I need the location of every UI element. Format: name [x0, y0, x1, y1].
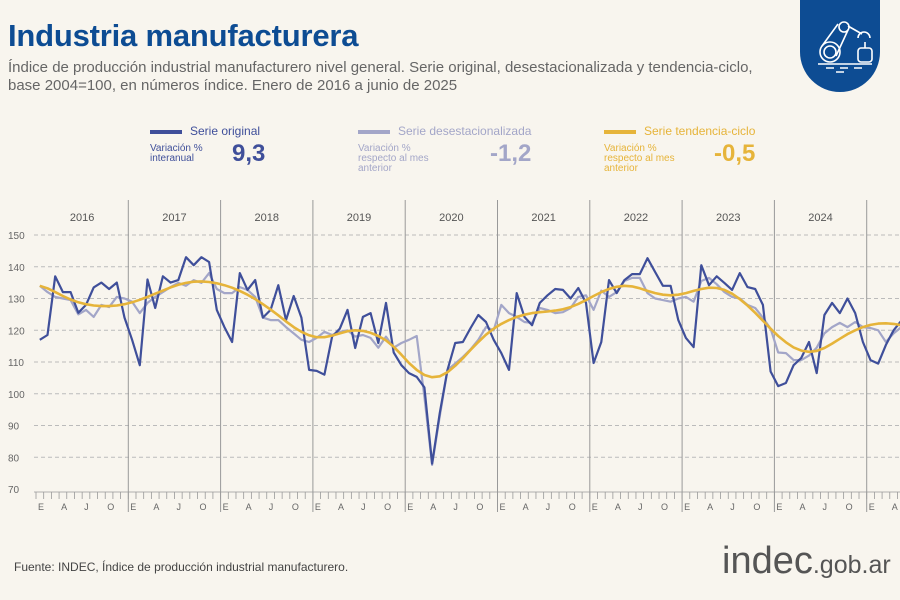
legend-swatch — [358, 129, 390, 134]
y-tick-label: 120 — [8, 326, 25, 337]
year-label: 2023 — [716, 212, 740, 224]
month-label: J — [546, 502, 551, 512]
series-line-original — [39, 256, 900, 465]
month-label: J — [84, 502, 89, 512]
month-label: J — [453, 502, 458, 512]
month-label: J — [176, 502, 181, 512]
month-label: A — [338, 502, 344, 512]
month-label: A — [153, 502, 159, 512]
y-tick-label: 110 — [8, 358, 24, 369]
y-tick-label: 150 — [8, 231, 25, 242]
legend-desc: Variación % interanual — [150, 143, 203, 164]
legend-label: Serie desestacionalizada — [398, 124, 532, 138]
year-label: 2020 — [439, 212, 463, 224]
year-label: 2019 — [347, 212, 371, 224]
logo-main: indec — [722, 540, 813, 582]
month-label: A — [892, 502, 898, 512]
month-label: O — [846, 502, 853, 512]
y-tick-label: 90 — [8, 422, 20, 433]
legend-item: Serie desestacionalizada Variación % res… — [358, 124, 532, 174]
year-label: 2021 — [531, 212, 555, 224]
y-tick-label: 100 — [8, 390, 25, 401]
page-subtitle: Índice de producción industrial manufact… — [8, 59, 753, 94]
legend-value: -0,5 — [714, 140, 756, 167]
month-label: A — [430, 502, 436, 512]
month-label: A — [615, 502, 621, 512]
y-tick-label: 80 — [8, 453, 20, 464]
month-label: A — [61, 502, 67, 512]
legend-desc: Variación % respecto al mes anterior — [604, 143, 675, 174]
line-chart: 70 80 90 100 110 120 130 140 150 2016 E A J O 2017 E A J O… — [8, 200, 900, 512]
month-label: J — [730, 502, 735, 512]
month-label: O — [569, 502, 576, 512]
legend-swatch — [604, 129, 636, 134]
year-label: 2022 — [624, 212, 648, 224]
page-title: Industria manufacturera — [8, 18, 359, 53]
year-label: 2024 — [808, 212, 832, 224]
month-label: E — [315, 502, 321, 512]
year-label: 2018 — [255, 212, 279, 224]
month-label: O — [753, 502, 760, 512]
month-label: E — [130, 502, 136, 512]
month-label: E — [38, 502, 44, 512]
month-label: E — [223, 502, 229, 512]
month-label: J — [269, 502, 274, 512]
y-tick-label: 130 — [8, 295, 25, 306]
month-label: E — [500, 502, 506, 512]
month-label: J — [638, 502, 643, 512]
legend-item: Serie original Variación % interanual 9,… — [150, 124, 265, 167]
month-label: O — [292, 502, 299, 512]
year-label: 2016 — [70, 212, 94, 224]
series-line-tendencia-ciclo — [39, 280, 900, 379]
y-tick-label: 70 — [8, 485, 20, 496]
source-note: Fuente: INDEC, Índice de producción indu… — [14, 560, 349, 574]
month-label: O — [200, 502, 207, 512]
month-label: A — [707, 502, 713, 512]
y-tick-label: 140 — [8, 263, 25, 274]
month-label: E — [869, 502, 875, 512]
legend-value: -1,2 — [490, 140, 532, 167]
month-label: O — [476, 502, 483, 512]
month-label: J — [823, 502, 828, 512]
indec-logo: indec.gob.ar — [722, 540, 891, 583]
month-label: E — [592, 502, 598, 512]
legend-value: 9,3 — [232, 140, 266, 167]
legend-desc: Variación % respecto al mes anterior — [358, 143, 429, 174]
month-label: O — [384, 502, 391, 512]
year-label: 2017 — [162, 212, 186, 224]
month-label: E — [684, 502, 690, 512]
legend-item: Serie tendencia-ciclo Variación % respec… — [604, 124, 756, 174]
legend-label: Serie tendencia-ciclo — [644, 124, 756, 138]
month-label: A — [799, 502, 805, 512]
month-label: J — [361, 502, 366, 512]
month-label: A — [523, 502, 529, 512]
month-label: O — [661, 502, 668, 512]
month-label: O — [107, 502, 114, 512]
legend-swatch — [150, 129, 182, 134]
month-label: A — [246, 502, 252, 512]
month-label: E — [776, 502, 782, 512]
robot-arm-icon — [818, 21, 873, 73]
logo-suffix: .gob.ar — [812, 551, 891, 579]
month-label: E — [407, 502, 413, 512]
industry-badge — [800, 0, 880, 92]
legend-label: Serie original — [190, 124, 261, 138]
